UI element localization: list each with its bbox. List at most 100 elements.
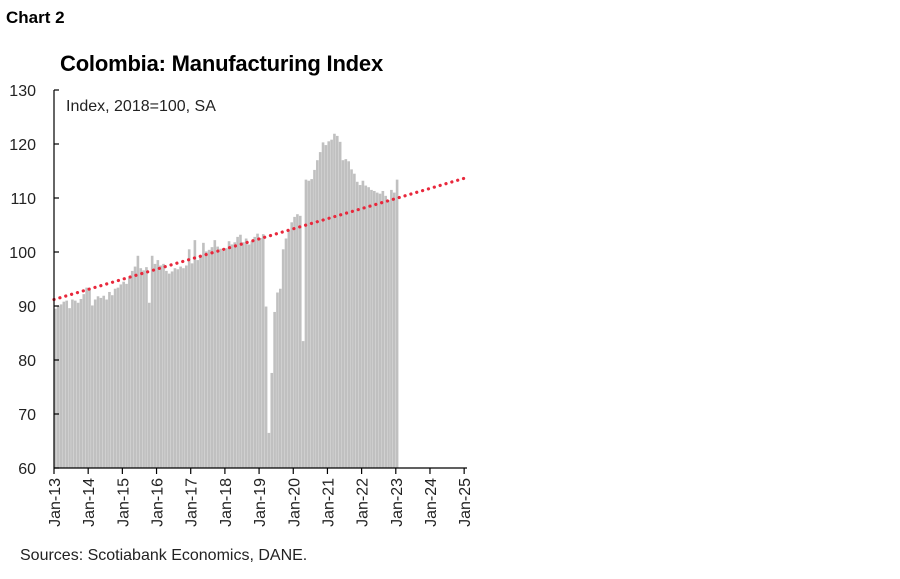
- bar: [227, 241, 231, 468]
- bar: [62, 301, 66, 468]
- bar: [350, 169, 353, 468]
- bar: [176, 269, 180, 468]
- bar: [284, 238, 288, 468]
- x-tick-label: Jan-19: [252, 478, 269, 527]
- bar: [381, 190, 385, 469]
- bar: [56, 306, 60, 468]
- bar: [170, 271, 174, 468]
- bar: [378, 193, 382, 468]
- y-tick-label: 90: [18, 299, 36, 316]
- bar: [167, 273, 171, 468]
- bar: [298, 215, 302, 468]
- bar: [253, 236, 256, 468]
- y-tick-label: 60: [18, 461, 36, 478]
- bar: [196, 260, 200, 468]
- chart-annotation: Index, 2018=100, SA: [66, 98, 216, 115]
- bar: [96, 296, 100, 468]
- bar: [233, 242, 237, 468]
- y-tick-label: 130: [9, 83, 36, 100]
- bar: [210, 247, 214, 468]
- y-tick-label: 120: [9, 137, 36, 154]
- bar: [287, 230, 291, 468]
- bar: [224, 248, 228, 468]
- bar: [213, 240, 217, 468]
- bar: [361, 180, 365, 468]
- bar: [142, 270, 145, 468]
- bar: [279, 288, 282, 468]
- bar: [318, 152, 322, 468]
- bar: [316, 160, 319, 468]
- bar: [273, 311, 276, 468]
- bar: [307, 180, 311, 468]
- x-tick-label: Jan-24: [423, 478, 440, 527]
- bar: [244, 238, 248, 468]
- x-tick-label: Jan-17: [184, 478, 201, 527]
- bar: [230, 244, 234, 468]
- bar: [296, 214, 299, 468]
- bar: [247, 244, 251, 468]
- bar: [68, 308, 71, 468]
- bar: [367, 187, 370, 468]
- bar: [375, 192, 379, 468]
- bar: [122, 281, 125, 468]
- bar: [276, 292, 279, 468]
- bar: [333, 133, 336, 469]
- bar: [239, 234, 242, 468]
- bar: [150, 255, 154, 468]
- bar: [324, 145, 328, 468]
- bar: [110, 295, 114, 468]
- x-tick-label: Jan-20: [286, 478, 303, 527]
- bar: [119, 284, 123, 468]
- x-tick-label: Jan-22: [355, 478, 372, 527]
- trend-line: [52, 175, 469, 302]
- bar: [156, 260, 160, 468]
- x-tick-label: Jan-16: [150, 478, 167, 527]
- y-tick-label: 80: [18, 353, 36, 370]
- bar: [250, 241, 254, 468]
- bar: [293, 216, 296, 468]
- bar: [173, 268, 177, 468]
- bar: [147, 302, 151, 468]
- y-tick-labels: 60 70 80 90 100 110 120 130: [9, 83, 36, 478]
- bar: [59, 304, 63, 468]
- bar: [353, 173, 356, 468]
- bar: [327, 141, 331, 469]
- bar: [259, 237, 262, 468]
- x-tick-label: Jan-14: [81, 478, 98, 527]
- bar: [355, 181, 359, 469]
- bar: [202, 242, 205, 468]
- bar: [390, 189, 393, 468]
- bar: [335, 135, 339, 468]
- y-tick-label: 110: [10, 191, 36, 208]
- bar: [219, 248, 222, 468]
- bar: [128, 277, 131, 468]
- bar: [313, 169, 316, 469]
- bar: [304, 179, 308, 468]
- chart-label: Chart 2: [6, 8, 65, 27]
- bar: [364, 185, 368, 468]
- bar: [153, 263, 157, 468]
- chart-title: Colombia: Manufacturing Index: [60, 51, 383, 76]
- bar: [344, 159, 348, 468]
- bar: [113, 288, 117, 468]
- bar: [392, 192, 396, 468]
- bar: [270, 372, 274, 468]
- bar: [159, 265, 163, 468]
- bar: [139, 268, 143, 468]
- bar: [185, 265, 188, 468]
- bar: [93, 299, 97, 468]
- bar: [182, 268, 185, 468]
- sources-note: Sources: Scotiabank Economics, DANE.: [20, 547, 308, 564]
- bar: [207, 249, 211, 468]
- bar: [108, 291, 111, 468]
- bar: [165, 270, 168, 468]
- bar: [267, 432, 271, 468]
- bar: [136, 255, 140, 468]
- bar: [130, 270, 134, 468]
- bar: [281, 249, 285, 468]
- y-tick-label: 100: [9, 245, 36, 262]
- bar: [370, 189, 373, 468]
- bar: [54, 308, 57, 468]
- bar: [395, 179, 399, 468]
- bar: [76, 302, 80, 468]
